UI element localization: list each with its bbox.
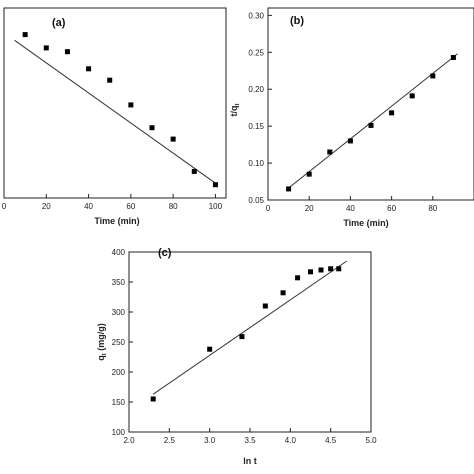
panel-a-data-point xyxy=(128,102,134,108)
panel-b-x-tick-label: 0 xyxy=(266,204,271,213)
panel-a-x-tick-label: 40 xyxy=(84,202,93,211)
panel-c-fit-line xyxy=(152,260,348,395)
panel-b-data-point xyxy=(430,73,436,79)
panel-c-x-tick-label: 4.5 xyxy=(325,436,337,445)
panel-c-data-point xyxy=(150,396,156,402)
panel-b-x-axis-label: Time (min) xyxy=(343,218,388,228)
panel-a: (a) Time (min) xyxy=(3,7,227,226)
panel-c-x-tick-label: 5.0 xyxy=(365,436,377,445)
panel-c-data-point xyxy=(239,334,245,340)
panel-c-y-tick-label: 350 xyxy=(112,278,126,287)
panel-c: (c) ln t qt (mg/g) xyxy=(96,247,372,466)
panel-a-data-point xyxy=(191,168,197,174)
panel-b-y-tick-label: 0.30 xyxy=(248,11,264,20)
panel-c-plot-frame xyxy=(128,251,372,433)
panel-b-data-point xyxy=(389,110,395,116)
panel-b-y-tick-label: 0.15 xyxy=(248,122,264,131)
panel-b-data-point xyxy=(286,186,292,192)
panel-b-x-tick-label: 40 xyxy=(346,204,355,213)
panel-c-data-point xyxy=(308,269,313,275)
panel-a-fit-line xyxy=(14,39,218,186)
panel-a-x-tick-label: 60 xyxy=(126,202,135,211)
panel-c-data-point xyxy=(318,267,324,273)
panel-c-x-tick-label: 3.0 xyxy=(204,436,216,445)
panel-a-data-point xyxy=(107,77,113,83)
panel-a-x-tick-label: 20 xyxy=(42,202,51,211)
panel-c-data-point xyxy=(295,275,301,281)
panel-a-data-point xyxy=(43,45,49,51)
panel-b-data-point xyxy=(450,54,456,60)
panel-a-data-point xyxy=(149,125,155,131)
panel-c-x-tick-label: 4.0 xyxy=(285,436,297,445)
chart-marks: 0 20 40 60 80 100 0 20 40 60 80 0.05 0.10 0.15 0.20 0.2… xyxy=(2,11,458,445)
panel-b-x-tick-label: 20 xyxy=(305,204,314,213)
panel-a-data-point xyxy=(22,32,28,38)
panel-b: (b) Time (min) t/qt xyxy=(229,7,474,228)
panel-c-y-tick-label: 200 xyxy=(112,368,126,377)
panel-b-x-tick-label: 60 xyxy=(387,204,396,213)
panel-b-y-tick-label: 0.10 xyxy=(248,159,264,168)
panel-a-data-point xyxy=(170,136,176,142)
panel-c-y-tick-label: 400 xyxy=(112,248,126,257)
panel-a-x-tick-label: 0 xyxy=(2,202,7,211)
panel-c-x-axis-label: ln t xyxy=(243,456,257,466)
panel-c-label: (c) xyxy=(158,247,172,259)
panel-c-data-point xyxy=(280,290,286,296)
panel-b-fit-line xyxy=(286,53,458,191)
panel-a-data-point xyxy=(64,49,70,55)
panel-b-y-axis-label: t/qt xyxy=(229,104,241,117)
panel-b-x-tick-label: 80 xyxy=(428,204,437,213)
panel-b-data-point xyxy=(327,149,333,155)
panel-c-x-tick-label: 2.5 xyxy=(164,436,176,445)
panel-c-y-tick-label: 300 xyxy=(112,308,126,317)
panel-a-plot-frame xyxy=(3,7,227,199)
panel-b-plot-frame xyxy=(267,7,474,201)
panel-c-y-tick-label: 100 xyxy=(112,428,126,437)
panel-a-data-point xyxy=(212,182,218,188)
panel-c-data-point xyxy=(328,266,334,272)
panel-c-x-tick-label: 3.5 xyxy=(244,436,256,445)
panel-a-x-tick-label: 80 xyxy=(169,202,178,211)
panel-b-data-point xyxy=(368,122,374,128)
panel-a-x-axis-label: Time (min) xyxy=(94,216,139,226)
panel-c-data-point xyxy=(336,266,342,272)
panel-a-label: (a) xyxy=(52,17,66,29)
panel-c-data-point xyxy=(207,346,213,352)
panel-b-y-tick-label: 0.25 xyxy=(248,48,264,57)
panel-c-y-axis-label: qt (mg/g) xyxy=(96,323,108,361)
panel-c-y-tick-label: 150 xyxy=(112,398,126,407)
panel-b-data-point xyxy=(347,138,353,144)
panel-a-data-point xyxy=(86,66,92,72)
panel-c-data-point xyxy=(262,303,268,309)
panel-b-label: (b) xyxy=(290,15,304,27)
panel-b-y-tick-label: 0.20 xyxy=(248,85,264,94)
panel-b-data-point xyxy=(306,171,312,177)
panel-a-x-tick-label: 100 xyxy=(209,202,223,211)
panel-b-data-point xyxy=(409,93,415,99)
panel-c-x-tick-label: 2.0 xyxy=(123,436,135,445)
panel-b-y-tick-label: 0.05 xyxy=(248,196,264,205)
panel-c-y-tick-label: 250 xyxy=(112,338,126,347)
